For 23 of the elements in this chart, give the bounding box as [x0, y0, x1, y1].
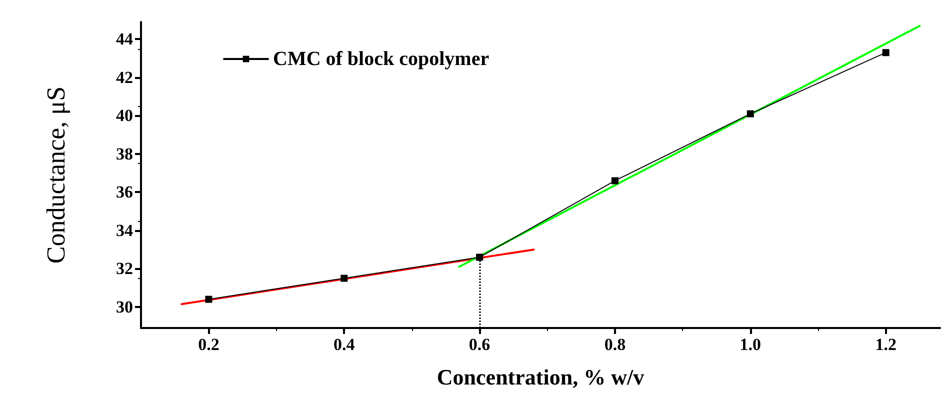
- y-tick-label: 36: [116, 182, 133, 202]
- point: [476, 254, 484, 261]
- y-tick-label: 40: [116, 106, 133, 126]
- x-tick-label: 0.4: [334, 335, 356, 354]
- y-tick-label: 42: [116, 68, 133, 87]
- x-axis-title: Concentration, % w/v: [436, 364, 644, 390]
- x-tick-label: 0.2: [198, 335, 220, 354]
- y-tick-label: 44: [116, 30, 134, 49]
- y-tick-label: 34: [116, 220, 134, 240]
- point: [746, 110, 754, 118]
- point: [611, 177, 618, 184]
- y-tick-label: 38: [116, 144, 133, 164]
- x-tick-label: 0.8: [604, 335, 626, 354]
- y-tick-label: 32: [116, 259, 133, 278]
- point: [205, 296, 212, 303]
- point: [882, 49, 890, 56]
- x-tick-label: 0.6: [468, 335, 490, 354]
- x-tick-label: 1.2: [875, 335, 896, 354]
- y-axis-title: Conductance, μS: [42, 86, 70, 264]
- legend-label: CMC of block copolymer: [273, 48, 490, 70]
- y-tick-label: 30: [116, 297, 133, 316]
- point: [340, 274, 348, 282]
- x-tick-label: 1.0: [740, 335, 762, 354]
